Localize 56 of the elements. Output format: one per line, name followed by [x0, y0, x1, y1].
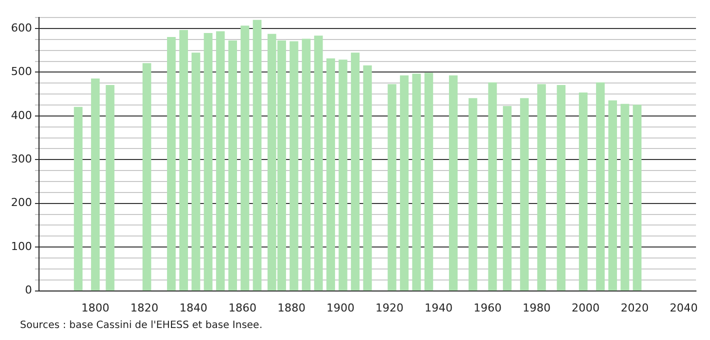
bar [179, 30, 188, 291]
x-tick-label: 1800 [81, 301, 110, 314]
bar [302, 38, 311, 291]
y-tick-label: 500 [10, 65, 32, 78]
x-tick-label: 1960 [474, 301, 502, 314]
bar [252, 20, 262, 291]
bar [468, 98, 478, 291]
x-tick-label: 1900 [326, 301, 355, 314]
bar [400, 75, 409, 291]
y-tick-label: 600 [10, 21, 32, 34]
y-tick-label: 0 [24, 284, 32, 297]
bar [290, 41, 298, 291]
x-tick-label: 2000 [572, 301, 600, 314]
bar [502, 106, 512, 291]
bar [350, 52, 360, 291]
bar [412, 74, 421, 291]
bar [596, 82, 605, 291]
x-tick-label: 1980 [522, 301, 551, 314]
bar [578, 92, 588, 291]
bar [106, 85, 114, 291]
bar [338, 60, 348, 291]
x-tick-label: 1940 [424, 301, 453, 314]
x-tick-label: 2040 [670, 301, 698, 314]
bar [192, 52, 200, 291]
source-note: Sources : base Cassini de l'EHESS et base Insee. [20, 320, 264, 331]
bar [216, 31, 225, 291]
bar [74, 106, 83, 291]
bar [167, 36, 176, 291]
bar [632, 104, 642, 291]
bar [228, 40, 237, 291]
bar [326, 58, 336, 291]
bar [388, 84, 396, 291]
x-tick-label: 1820 [130, 301, 158, 314]
bar [363, 65, 372, 291]
bar [240, 26, 250, 291]
bar [537, 84, 546, 291]
y-tick-label: 200 [10, 196, 32, 210]
bar [424, 72, 434, 291]
bar [142, 63, 152, 291]
bar [556, 85, 566, 291]
bar [620, 104, 630, 291]
x-tick-label: 1860 [228, 301, 256, 314]
bar [91, 78, 100, 291]
bar [314, 36, 323, 291]
bar [204, 33, 212, 291]
bar [520, 98, 529, 291]
x-tick-label: 1920 [376, 301, 404, 314]
y-tick-label: 400 [10, 108, 32, 122]
y-tick-label: 100 [10, 240, 32, 253]
x-tick-label: 1840 [179, 301, 208, 314]
bar [488, 82, 497, 291]
x-tick-label: 2020 [620, 301, 649, 314]
x-tick-label: 1880 [278, 301, 306, 314]
bar [448, 75, 458, 291]
y-tick-label: 300 [10, 152, 32, 166]
bar [608, 100, 617, 291]
